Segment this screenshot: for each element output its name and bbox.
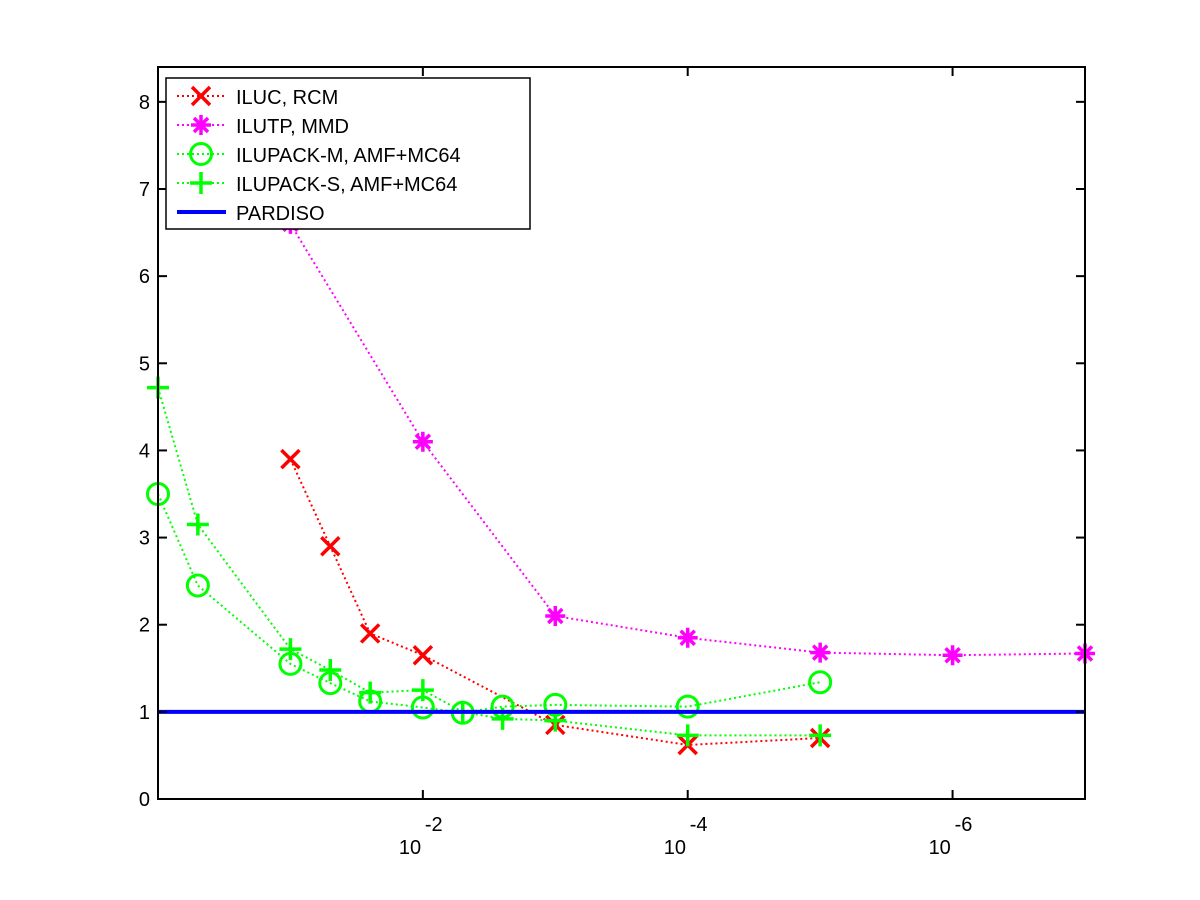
axes-frame	[157, 66, 1086, 800]
series-0	[280, 448, 831, 756]
data-point-3-10	[809, 724, 832, 747]
y-tick-label: 8	[139, 92, 150, 114]
y-tick-label: 6	[139, 266, 150, 288]
legend-label: ILUTP, MMD	[236, 116, 349, 138]
series-line-2	[157, 493, 821, 714]
y-tick-label: 0	[139, 789, 150, 811]
data-point-1-3	[677, 627, 698, 648]
y-tick-label: 2	[139, 615, 150, 637]
x-tick-label-base: 10	[664, 837, 686, 859]
data-point-0-2	[359, 623, 381, 644]
data-point-3-9	[676, 724, 699, 747]
legend-label: ILUPACK-S, AMF+MC64	[236, 174, 457, 196]
legend-swatch-marker	[190, 85, 212, 107]
legend-swatch-marker	[189, 142, 213, 166]
data-point-2-1	[185, 573, 210, 598]
x-tick-label-exponent: -4	[690, 814, 708, 836]
data-point-1-2	[545, 606, 566, 626]
legend-label: ILUPACK-M, AMF+MC64	[236, 145, 461, 167]
legend-label: ILUC, RCM	[236, 87, 338, 109]
data-point-3-2	[279, 638, 302, 661]
y-tick-label: 4	[139, 440, 150, 462]
legend: ILUC, RCM ILUTP, MMD ILUPACK-M, AMF+MC64 IL…	[165, 77, 531, 230]
data-point-1-5	[942, 645, 963, 666]
legend-entry-3: ILUPACK-S, AMF+MC64	[177, 172, 457, 196]
data-point-3-4	[359, 681, 382, 704]
data-point-3-1	[186, 513, 209, 536]
x-tick-label-exponent: -2	[425, 814, 443, 836]
y-tick-label: 1	[139, 702, 150, 724]
data-point-2-10	[808, 670, 833, 695]
y-tick-label: 5	[139, 353, 150, 375]
data-point-1-1	[412, 431, 433, 452]
legend-box	[165, 77, 531, 230]
data-point-0-3	[412, 644, 434, 666]
legend-entry-0: ILUC, RCM	[177, 85, 338, 109]
legend-entry-4: PARDISO	[177, 203, 325, 225]
data-point-2-9	[675, 694, 700, 719]
legend-swatch-marker	[191, 115, 211, 135]
data-point-3-3	[319, 659, 342, 682]
x-tick-label-base: 10	[399, 837, 421, 859]
y-tick-label: 3	[139, 528, 150, 550]
y-tick-label: 7	[139, 179, 150, 201]
data-point-0-1	[320, 536, 341, 557]
legend-entry-2: ILUPACK-M, AMF+MC64	[177, 142, 461, 167]
legend-swatch-marker	[190, 172, 212, 194]
data-point-3-5	[411, 679, 434, 702]
data-point-1-4	[810, 642, 831, 663]
x-tick-label-base: 10	[929, 837, 951, 859]
legend-entry-1: ILUTP, MMD	[177, 115, 349, 138]
data-point-0-0	[280, 448, 301, 470]
x-tick-label-exponent: -6	[955, 814, 973, 836]
series-layer	[146, 213, 1095, 756]
legend-label: PARDISO	[236, 203, 325, 225]
